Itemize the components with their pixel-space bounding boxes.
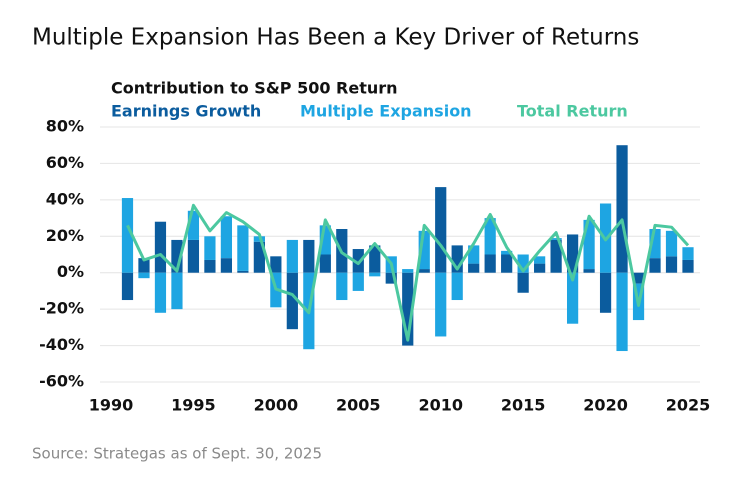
bar bbox=[319, 225, 331, 255]
bar bbox=[517, 272, 529, 293]
legend-entry: Earnings Growth bbox=[111, 102, 261, 121]
x-tick-label: 2015 bbox=[501, 396, 546, 415]
x-tick-label: 2000 bbox=[254, 396, 299, 415]
bar bbox=[451, 272, 463, 301]
bar bbox=[484, 218, 496, 255]
bar bbox=[550, 239, 562, 273]
bar bbox=[649, 258, 661, 273]
bar bbox=[237, 225, 249, 271]
bar bbox=[583, 269, 595, 273]
bar bbox=[220, 216, 233, 259]
bar bbox=[385, 272, 397, 284]
bar bbox=[270, 256, 282, 273]
bar bbox=[220, 258, 233, 273]
bar bbox=[286, 239, 298, 273]
bar bbox=[154, 221, 167, 273]
bar bbox=[534, 263, 546, 273]
bar bbox=[517, 254, 529, 273]
bar bbox=[566, 272, 579, 324]
bar bbox=[369, 245, 381, 273]
bar bbox=[418, 230, 430, 270]
x-tick-label: 2010 bbox=[418, 396, 463, 415]
bar bbox=[468, 263, 480, 273]
bar bbox=[649, 229, 661, 259]
y-tick-label: -20% bbox=[39, 299, 84, 318]
bar bbox=[566, 234, 579, 273]
x-tick-label: 2005 bbox=[336, 396, 381, 415]
bar bbox=[319, 254, 331, 273]
bar bbox=[171, 272, 183, 310]
y-tick-label: 40% bbox=[46, 189, 84, 208]
bar bbox=[451, 245, 463, 273]
source-note: Source: Strategas as of Sept. 30, 2025 bbox=[32, 445, 322, 463]
bar bbox=[402, 269, 414, 273]
bar bbox=[418, 269, 430, 273]
bar bbox=[550, 238, 562, 240]
bar bbox=[237, 270, 249, 273]
bar bbox=[402, 272, 414, 346]
bar bbox=[204, 259, 216, 273]
y-tick-label: -60% bbox=[39, 372, 84, 391]
y-tick-label: 80% bbox=[46, 117, 84, 136]
bar bbox=[534, 256, 546, 264]
chart-subtitle: Contribution to S&P 500 Return bbox=[111, 79, 398, 98]
bar bbox=[665, 256, 678, 273]
bar bbox=[303, 239, 315, 273]
y-tick-label: 60% bbox=[46, 153, 84, 172]
bar bbox=[138, 272, 150, 279]
x-tick-label: 1990 bbox=[89, 396, 134, 415]
bar bbox=[435, 272, 447, 337]
bar bbox=[632, 272, 645, 284]
x-tick-label: 1995 bbox=[171, 396, 216, 415]
chart-title: Multiple Expansion Has Been a Key Driver… bbox=[32, 25, 639, 51]
y-tick-label: -40% bbox=[39, 335, 84, 354]
x-tick-label: 2020 bbox=[583, 396, 628, 415]
bar bbox=[352, 249, 364, 273]
bar bbox=[138, 258, 150, 273]
bar bbox=[121, 272, 134, 301]
bar bbox=[369, 272, 381, 277]
bar bbox=[682, 259, 694, 273]
bar bbox=[154, 272, 167, 313]
bar bbox=[253, 241, 265, 273]
bar bbox=[121, 198, 134, 273]
bar bbox=[484, 254, 496, 273]
bar bbox=[286, 272, 298, 330]
line bbox=[126, 203, 690, 342]
legend-entry: Total Return bbox=[517, 102, 628, 121]
bar bbox=[599, 272, 612, 313]
bar bbox=[352, 272, 364, 291]
bar bbox=[501, 254, 513, 273]
bar bbox=[435, 187, 447, 273]
bar bbox=[468, 245, 480, 264]
bar bbox=[187, 210, 200, 240]
bar bbox=[204, 236, 216, 260]
x-tick-label: 2025 bbox=[666, 396, 711, 415]
bar bbox=[171, 239, 183, 273]
y-tick-label: 0% bbox=[57, 262, 84, 281]
bar bbox=[583, 219, 595, 270]
bar bbox=[665, 230, 678, 257]
bar bbox=[682, 247, 694, 260]
bar bbox=[187, 239, 200, 273]
bar bbox=[616, 272, 628, 352]
bar bbox=[501, 250, 513, 255]
y-tick-label: 20% bbox=[46, 226, 84, 245]
bar bbox=[336, 272, 348, 301]
legend-entry: Multiple Expansion bbox=[300, 102, 472, 121]
bar bbox=[616, 145, 628, 273]
